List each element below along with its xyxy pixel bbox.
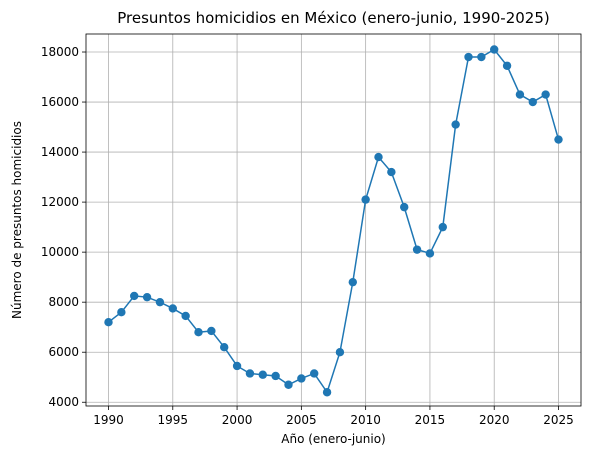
data-point <box>541 90 550 99</box>
data-point <box>142 292 152 302</box>
data-point <box>502 61 512 70</box>
data-point <box>348 277 357 287</box>
data-point <box>438 222 447 232</box>
plot-frame <box>85 33 582 407</box>
y-tick-label: 6000 <box>48 345 79 359</box>
data-point <box>451 120 460 129</box>
series-line-group <box>104 45 563 397</box>
data-point <box>194 328 203 337</box>
data-point <box>245 369 255 378</box>
data-point <box>464 52 473 62</box>
x-tick-label: 2005 <box>286 413 317 427</box>
data-point <box>117 307 126 317</box>
x-tick-label: 2010 <box>350 413 381 427</box>
data-point <box>168 304 177 313</box>
y-tick-label: 16000 <box>41 95 79 109</box>
data-point <box>515 90 525 99</box>
y-tick-label: 8000 <box>48 295 79 309</box>
y-tick-label: 10000 <box>41 245 79 259</box>
data-point <box>554 135 563 144</box>
data-point <box>232 361 242 371</box>
x-axis-label: Año (enero-junio) <box>281 432 386 446</box>
data-point <box>104 317 113 327</box>
data-point <box>258 370 267 379</box>
data-point <box>284 380 293 389</box>
x-tick-label: 1995 <box>158 413 189 427</box>
x-tick-label: 1990 <box>93 413 124 427</box>
data-point <box>412 245 422 254</box>
data-point <box>374 152 383 162</box>
y-tick-label: 18000 <box>41 45 79 59</box>
data-point <box>220 343 229 352</box>
data-point <box>310 369 319 378</box>
data-point <box>361 195 370 204</box>
grid <box>86 34 581 406</box>
data-point <box>271 371 280 381</box>
data-point <box>477 52 486 62</box>
y-tick-label: 4000 <box>48 395 79 409</box>
data-point <box>130 291 139 301</box>
y-tick-label: 12000 <box>41 195 79 209</box>
data-point <box>425 249 435 258</box>
x-axis: 1990 1995 2000 2005 2010 2015 2020 2025 <box>93 406 574 427</box>
data-point <box>335 348 345 357</box>
series-line <box>108 48 560 394</box>
x-tick-label: 2025 <box>543 413 574 427</box>
y-tick-label: 14000 <box>41 145 79 159</box>
x-tick-label: 2000 <box>222 413 253 427</box>
data-point <box>387 167 396 177</box>
data-point <box>528 97 537 107</box>
x-tick-label: 2015 <box>415 413 446 427</box>
data-point <box>400 202 409 212</box>
x-tick-label: 2020 <box>479 413 510 427</box>
data-point <box>490 45 499 54</box>
data-point <box>207 326 216 336</box>
y-axis-label: Número de presuntos homicidios <box>10 121 24 319</box>
y-axis: 4000 6000 8000 10000 12000 14000 16000 18000 <box>41 45 86 409</box>
data-point <box>297 374 306 383</box>
data-point <box>181 311 190 321</box>
chart-title: Presuntos homicidios en México (enero-ju… <box>117 9 550 27</box>
data-point <box>322 388 332 397</box>
data-point <box>155 297 165 307</box>
